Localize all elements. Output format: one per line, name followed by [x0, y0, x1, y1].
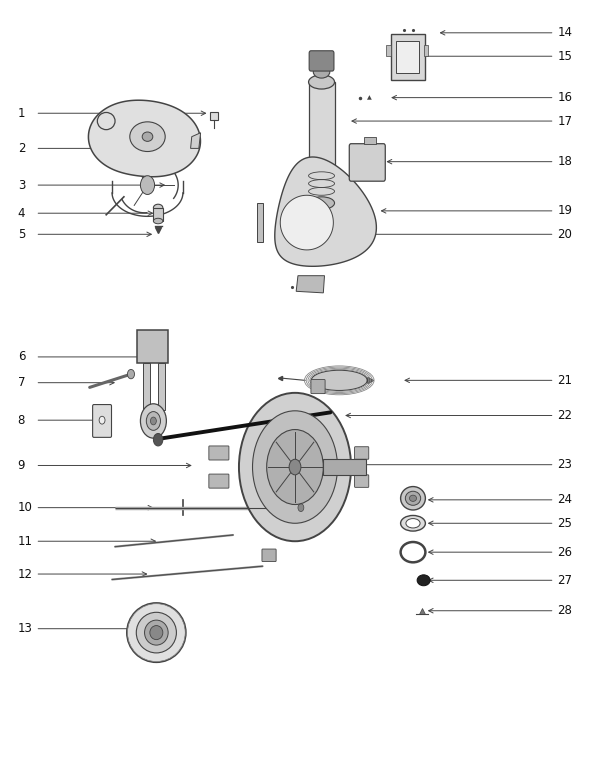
- Ellipse shape: [136, 612, 176, 653]
- Text: 4: 4: [18, 207, 25, 219]
- Text: 24: 24: [558, 494, 572, 506]
- Text: 17: 17: [558, 115, 572, 127]
- Polygon shape: [424, 45, 428, 56]
- Ellipse shape: [406, 519, 420, 528]
- Ellipse shape: [150, 626, 163, 640]
- Text: 14: 14: [558, 27, 572, 39]
- Text: 2: 2: [18, 142, 25, 155]
- Circle shape: [239, 393, 351, 541]
- Text: 23: 23: [558, 458, 572, 471]
- Ellipse shape: [404, 546, 422, 558]
- Ellipse shape: [153, 204, 163, 211]
- Text: 28: 28: [558, 604, 572, 617]
- Polygon shape: [323, 459, 366, 475]
- Text: 19: 19: [558, 205, 572, 217]
- FancyBboxPatch shape: [209, 474, 229, 488]
- FancyBboxPatch shape: [349, 144, 385, 181]
- FancyBboxPatch shape: [355, 447, 369, 459]
- Circle shape: [150, 417, 156, 425]
- Circle shape: [253, 411, 337, 523]
- FancyBboxPatch shape: [311, 380, 325, 394]
- Polygon shape: [386, 45, 391, 56]
- FancyBboxPatch shape: [210, 112, 218, 120]
- Ellipse shape: [312, 370, 367, 390]
- Text: 20: 20: [558, 228, 572, 241]
- Text: 27: 27: [558, 574, 572, 587]
- Text: ▲: ▲: [367, 95, 372, 100]
- Ellipse shape: [130, 122, 165, 152]
- Circle shape: [298, 504, 304, 512]
- Text: 12: 12: [18, 568, 32, 580]
- Polygon shape: [309, 82, 335, 203]
- FancyBboxPatch shape: [391, 34, 425, 80]
- FancyBboxPatch shape: [262, 549, 276, 562]
- Circle shape: [127, 369, 135, 379]
- Text: 11: 11: [18, 535, 32, 547]
- Polygon shape: [88, 100, 201, 177]
- Ellipse shape: [145, 620, 168, 645]
- Polygon shape: [364, 137, 376, 144]
- Ellipse shape: [417, 575, 430, 586]
- Text: 1: 1: [18, 107, 25, 119]
- Ellipse shape: [313, 66, 330, 78]
- Text: 16: 16: [558, 91, 572, 104]
- Text: 10: 10: [18, 501, 32, 514]
- Ellipse shape: [401, 515, 425, 531]
- FancyBboxPatch shape: [93, 405, 112, 437]
- Text: 13: 13: [18, 622, 32, 635]
- Circle shape: [140, 404, 166, 438]
- Ellipse shape: [309, 197, 335, 209]
- Ellipse shape: [153, 218, 163, 224]
- FancyBboxPatch shape: [309, 51, 334, 71]
- Text: 7: 7: [18, 376, 25, 389]
- FancyBboxPatch shape: [396, 41, 419, 73]
- Circle shape: [267, 430, 323, 505]
- Text: 18: 18: [558, 155, 572, 168]
- Ellipse shape: [142, 132, 153, 141]
- Polygon shape: [191, 133, 201, 148]
- Circle shape: [146, 412, 160, 430]
- Text: 5: 5: [18, 228, 25, 241]
- FancyBboxPatch shape: [137, 330, 168, 363]
- FancyBboxPatch shape: [209, 446, 229, 460]
- Text: 21: 21: [558, 374, 572, 387]
- Polygon shape: [257, 203, 263, 242]
- Circle shape: [153, 433, 163, 446]
- Ellipse shape: [409, 495, 417, 501]
- Ellipse shape: [127, 603, 186, 662]
- Text: 3: 3: [18, 179, 25, 191]
- Text: 25: 25: [558, 517, 572, 530]
- Text: 26: 26: [558, 546, 572, 558]
- Polygon shape: [143, 363, 150, 410]
- Polygon shape: [296, 276, 325, 293]
- Circle shape: [140, 176, 155, 194]
- Ellipse shape: [99, 416, 105, 424]
- Ellipse shape: [309, 75, 335, 89]
- FancyBboxPatch shape: [355, 475, 369, 487]
- Polygon shape: [275, 157, 376, 266]
- Ellipse shape: [405, 491, 421, 505]
- Text: 6: 6: [18, 351, 25, 363]
- Polygon shape: [280, 195, 333, 250]
- Ellipse shape: [401, 487, 425, 510]
- Text: 15: 15: [558, 50, 572, 62]
- Polygon shape: [158, 363, 165, 410]
- Text: 22: 22: [558, 409, 572, 422]
- Circle shape: [289, 459, 301, 475]
- Text: 9: 9: [18, 459, 25, 472]
- Polygon shape: [153, 208, 163, 221]
- Text: 8: 8: [18, 414, 25, 426]
